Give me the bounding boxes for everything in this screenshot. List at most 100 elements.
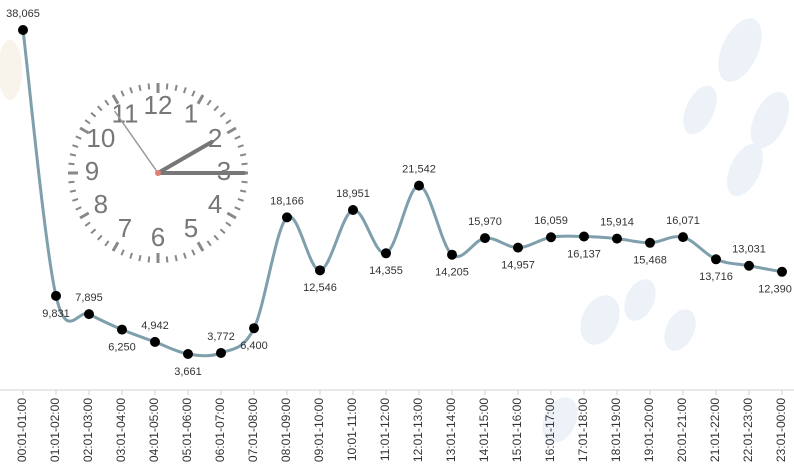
x-tick-label: 04:01-05:00 — [147, 398, 161, 462]
x-tick-label: 05:01-06:00 — [180, 398, 194, 462]
marker — [678, 232, 688, 243]
data-label: 18,166 — [270, 195, 304, 207]
marker — [645, 237, 655, 248]
clock-tick — [129, 87, 133, 94]
x-tick-label: 22:01-23:00 — [741, 398, 755, 462]
x-tick-label: 08:01-09:00 — [279, 398, 293, 462]
clock-numeral: 1 — [184, 99, 198, 129]
clock-tick — [213, 234, 219, 241]
marker — [216, 347, 226, 358]
clock-tick — [84, 119, 91, 125]
clock-tick — [129, 252, 133, 259]
x-tick-label: 19:01-20:00 — [642, 398, 656, 462]
x-tick-label: 18:01-19:00 — [609, 398, 623, 462]
clock-tick — [191, 90, 196, 97]
marker — [612, 233, 622, 244]
marker — [381, 248, 391, 259]
clock-tick — [69, 189, 77, 193]
clock-tick — [79, 126, 90, 135]
marker — [447, 249, 457, 260]
clock-hand — [114, 110, 159, 174]
clock-tick — [90, 112, 97, 118]
clock-tick — [69, 153, 77, 157]
x-tick-label: 14:01-15:00 — [477, 398, 491, 462]
x-tick-label: 06:01-07:00 — [213, 398, 227, 462]
data-label: 15,970 — [468, 216, 502, 228]
data-label: 3,772 — [207, 331, 235, 343]
x-tick-label: 15:01-16:00 — [510, 398, 524, 462]
clock-numeral: 8 — [94, 189, 108, 219]
clock-tick — [72, 144, 79, 148]
x-tick-label: 20:01-21:00 — [675, 398, 689, 462]
x-tick-label: 12:01-13:00 — [411, 398, 425, 462]
marker — [282, 212, 292, 223]
clock-tick — [219, 228, 226, 234]
clock-numeral: 6 — [151, 222, 165, 252]
marker — [513, 242, 523, 253]
clock-numeral: 10 — [86, 123, 115, 153]
clock-tick — [104, 240, 110, 247]
x-tick-label: 13:01-14:00 — [444, 398, 458, 462]
clock-tick — [68, 180, 75, 184]
clock-tick — [183, 87, 187, 94]
data-label: 16,071 — [666, 215, 700, 227]
clock-tick — [196, 94, 205, 105]
background-decor — [0, 18, 790, 443]
clock-tick — [174, 254, 178, 262]
data-label: 6,250 — [108, 342, 136, 354]
clock-numeral: 9 — [85, 156, 99, 186]
clock-numeral: 7 — [118, 213, 132, 243]
data-label: 12,546 — [303, 282, 337, 294]
clock-tick — [97, 105, 103, 112]
clock-tick — [97, 234, 103, 241]
marker — [249, 323, 259, 334]
data-label: 13,716 — [699, 271, 733, 283]
marker — [579, 231, 589, 242]
clock-tick — [174, 84, 178, 92]
marker — [51, 290, 61, 301]
clock-numeral: 5 — [184, 213, 198, 243]
clock-tick — [206, 99, 212, 106]
data-label: 4,942 — [141, 320, 169, 332]
data-label: 18,951 — [336, 188, 370, 200]
marker — [777, 266, 787, 277]
marker — [711, 254, 721, 265]
clock-tick — [138, 84, 142, 92]
x-tick-label: 17:01-18:00 — [576, 398, 590, 462]
clock-tick — [239, 153, 247, 157]
data-label: 6,400 — [240, 340, 268, 352]
clock-center — [155, 170, 161, 176]
data-label: 14,205 — [435, 267, 469, 279]
x-tick-label: 10:01-11:00 — [345, 398, 359, 461]
marker — [183, 349, 193, 359]
marker — [150, 336, 160, 347]
data-label: 15,914 — [600, 217, 634, 229]
clock-tick — [111, 94, 120, 105]
clock-tick — [234, 135, 241, 140]
data-label: 15,468 — [633, 255, 667, 267]
data-label: 16,137 — [567, 248, 601, 260]
clock-tick — [90, 228, 97, 234]
data-label: 38,065 — [6, 8, 40, 20]
marker — [18, 25, 28, 35]
x-tick-label: 11:01-12:00 — [378, 398, 392, 461]
clock-tick — [138, 254, 142, 262]
clock-numeral: 3 — [217, 156, 231, 186]
clock-numeral: 12 — [144, 90, 173, 120]
data-label: 21,542 — [402, 164, 436, 176]
clock-tick — [225, 221, 232, 227]
clock-tick — [120, 249, 125, 256]
marker — [315, 265, 325, 276]
x-tick-label: 21:01-22:00 — [708, 398, 722, 462]
clock-tick — [183, 252, 187, 259]
x-tick-label: 09:01-10:00 — [312, 398, 326, 462]
clock-tick — [241, 162, 248, 166]
clock-tick — [79, 211, 90, 220]
clock-hand — [156, 140, 214, 175]
clock-tick — [206, 240, 212, 247]
data-label: 12,390 — [758, 284, 792, 296]
data-label: 14,957 — [501, 260, 535, 272]
data-label: 14,355 — [369, 265, 403, 277]
clock-tick — [196, 241, 205, 252]
